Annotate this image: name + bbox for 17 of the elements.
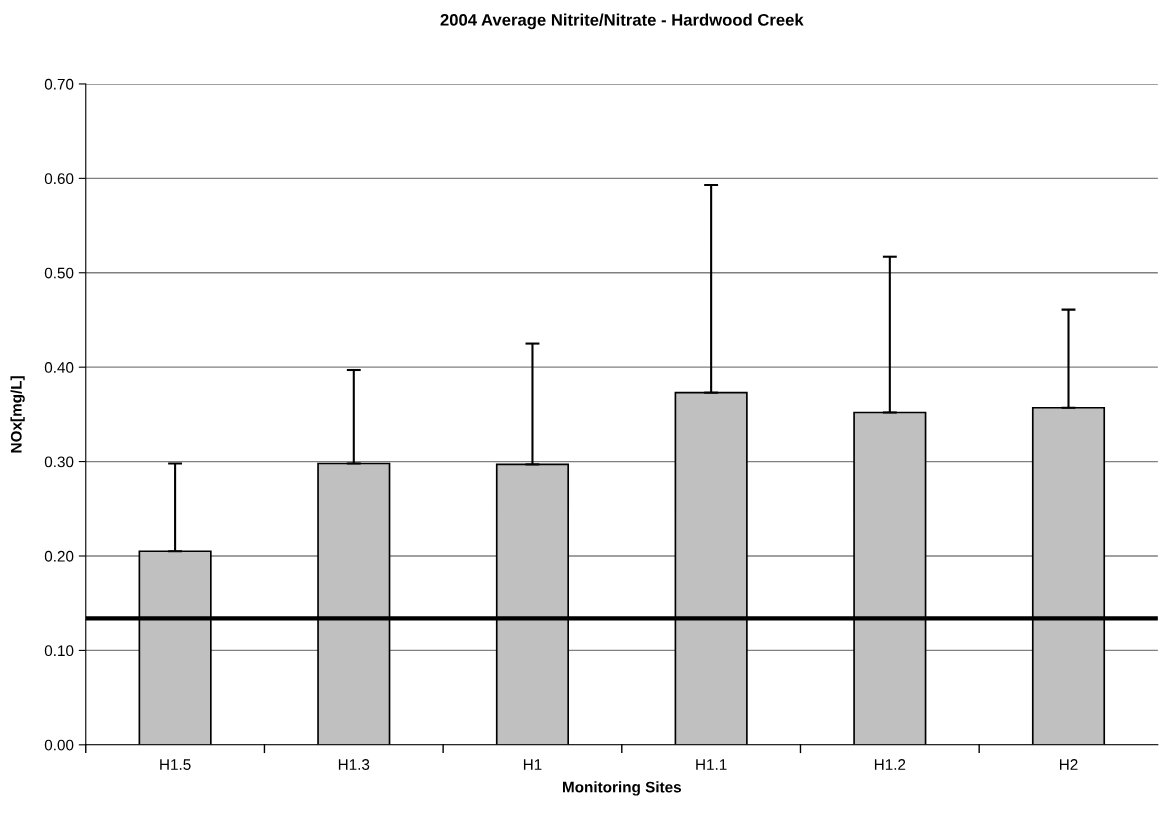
y-tick-label: 0.70 — [44, 78, 74, 90]
x-tick-label: H1.5 — [160, 759, 191, 770]
x-tick-label: H2 — [1059, 759, 1078, 770]
y-tick-label: 0.30 — [44, 456, 74, 468]
x-tick-label: H1.3 — [338, 759, 370, 770]
x-tick-label: H1.2 — [874, 759, 906, 770]
y-axis-title: NOx[mg/L] — [10, 376, 25, 453]
y-tick-label: 0.60 — [44, 173, 74, 185]
chart-title: 2004 Average Nitrite/Nitrate - Hardwood Creek — [440, 13, 804, 30]
x-tick-label: H1 — [523, 759, 542, 770]
y-tick-label: 0.00 — [44, 739, 74, 751]
y-tick-label: 0.40 — [44, 362, 74, 373]
y-tick-label: 0.50 — [44, 267, 74, 279]
y-tick-label: 0.10 — [44, 645, 74, 657]
x-tick-label: H1.1 — [696, 759, 727, 770]
y-tick-label: 0.20 — [44, 550, 74, 562]
x-axis-title: Monitoring Sites — [562, 781, 682, 796]
